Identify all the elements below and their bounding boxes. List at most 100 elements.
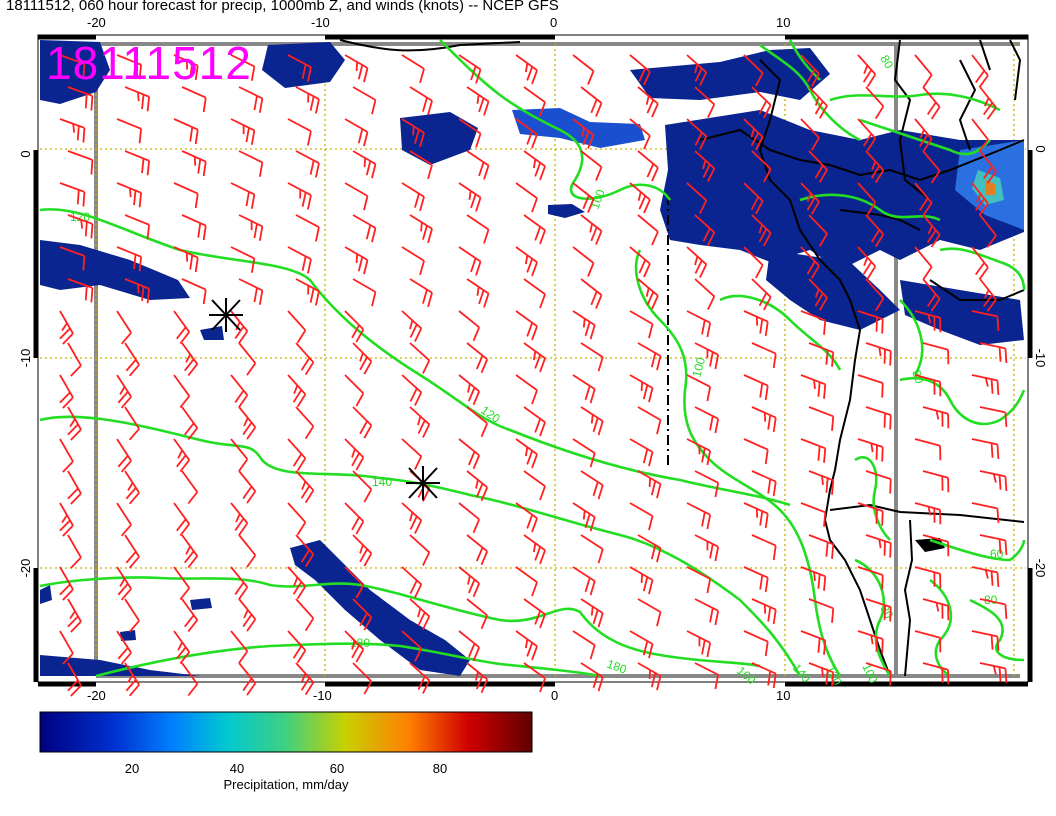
wind-barb: [409, 214, 433, 244]
wind-barb: [344, 630, 365, 663]
wind-barb: [572, 566, 596, 596]
wind-barb: [401, 438, 423, 470]
wind-barb: [352, 86, 377, 115]
wind-barb: [409, 278, 433, 308]
wind-barb: [116, 246, 143, 272]
wind-barb: [808, 598, 835, 623]
wind-barb: [116, 54, 143, 80]
contour-label: 180: [350, 636, 370, 650]
wind-barb: [971, 310, 1000, 331]
wind-barb: [808, 406, 835, 431]
wind-barb: [124, 342, 140, 377]
wind-barb: [352, 150, 377, 179]
wind-barb: [59, 438, 74, 473]
wind-barb: [59, 630, 74, 665]
wind-barb: [694, 470, 720, 498]
contour-label: 60: [990, 547, 1004, 561]
wind-barb: [124, 598, 140, 633]
wind-barb: [857, 438, 884, 462]
wind-barb: [67, 598, 82, 633]
wind-barb: [857, 374, 884, 398]
wind-barb: [979, 470, 1008, 491]
wind-barb: [287, 310, 307, 344]
wind-barb: [181, 470, 199, 505]
wind-barb: [743, 54, 764, 87]
wind-barb: [181, 534, 199, 569]
wind-barb: [59, 310, 74, 345]
wind-barb: [686, 310, 712, 338]
wind-barb: [637, 214, 659, 246]
wind-barb: [637, 278, 659, 310]
wind-barb: [458, 438, 481, 470]
wind-barb: [409, 662, 431, 694]
wind-barb: [800, 310, 827, 335]
wind-barb: [922, 662, 950, 685]
wind-barb: [865, 150, 885, 184]
wind-barb: [865, 278, 885, 312]
wind-barb: [694, 278, 716, 310]
wind-barb: [116, 630, 132, 665]
wind-barb: [173, 54, 199, 81]
wind-barb: [914, 502, 942, 525]
wind-barb: [458, 502, 481, 534]
wind-barb: [808, 278, 828, 311]
wind-barb: [572, 54, 595, 85]
wind-barb: [238, 86, 264, 113]
wind-barb: [694, 598, 720, 626]
wind-barb: [230, 630, 249, 664]
wind-barb: [580, 406, 604, 436]
wind-barb: [637, 150, 659, 182]
wind-barb: [686, 182, 708, 214]
wind-barb: [800, 438, 827, 463]
wind-barb: [686, 630, 712, 658]
wind-barb: [686, 246, 708, 278]
wind-barb: [857, 246, 877, 280]
wind-barb: [344, 566, 365, 599]
wind-barb: [751, 86, 772, 119]
contour-label: 80: [909, 368, 927, 386]
wind-barb: [515, 118, 538, 149]
wind-barb: [686, 374, 712, 402]
top-tick: 10: [776, 15, 790, 30]
wind-barb: [857, 118, 877, 152]
wind-barb: [59, 566, 74, 601]
wind-barb: [67, 470, 82, 505]
bottom-tick: -20: [87, 688, 106, 703]
wind-barb: [857, 182, 877, 216]
wind-barb: [580, 214, 603, 245]
wind-barb: [515, 246, 538, 277]
wind-barb: [515, 502, 538, 533]
wind-barb: [637, 470, 662, 499]
wind-barb: [401, 502, 423, 534]
bottom-tick: -10: [313, 688, 332, 703]
wind-barb: [580, 150, 603, 181]
right-tick: -10: [1033, 349, 1048, 368]
wind-barb: [523, 214, 546, 245]
wind-barb: [344, 374, 365, 407]
wind-barb: [637, 342, 662, 371]
contour-labels: 120 100 120 140 100 180 160 140 120 100 …: [70, 53, 1004, 688]
wind-barb: [922, 86, 941, 120]
wind-barb: [800, 374, 827, 399]
wind-barb: [914, 246, 933, 280]
wind-barb: [580, 470, 604, 500]
wind-barb: [808, 534, 835, 559]
wind-barb: [971, 502, 1000, 523]
wind-barb: [173, 566, 191, 601]
wind-barb: [694, 534, 720, 562]
colorbar-tick: 80: [433, 761, 447, 776]
wind-barb: [743, 374, 769, 401]
wind-barb: [409, 598, 431, 630]
wind-barb: [523, 598, 546, 629]
wind-barb: [466, 214, 490, 244]
wind-barb: [865, 406, 892, 430]
contour-label: 100: [588, 187, 608, 211]
wind-barb: [295, 598, 315, 632]
wind-barb: [124, 150, 151, 176]
wind-barb: [694, 406, 720, 434]
wind-barb: [629, 246, 651, 278]
wind-barb: [515, 182, 538, 213]
wind-barb: [295, 534, 315, 568]
wind-barb: [808, 470, 835, 495]
wind-barb: [458, 182, 482, 212]
